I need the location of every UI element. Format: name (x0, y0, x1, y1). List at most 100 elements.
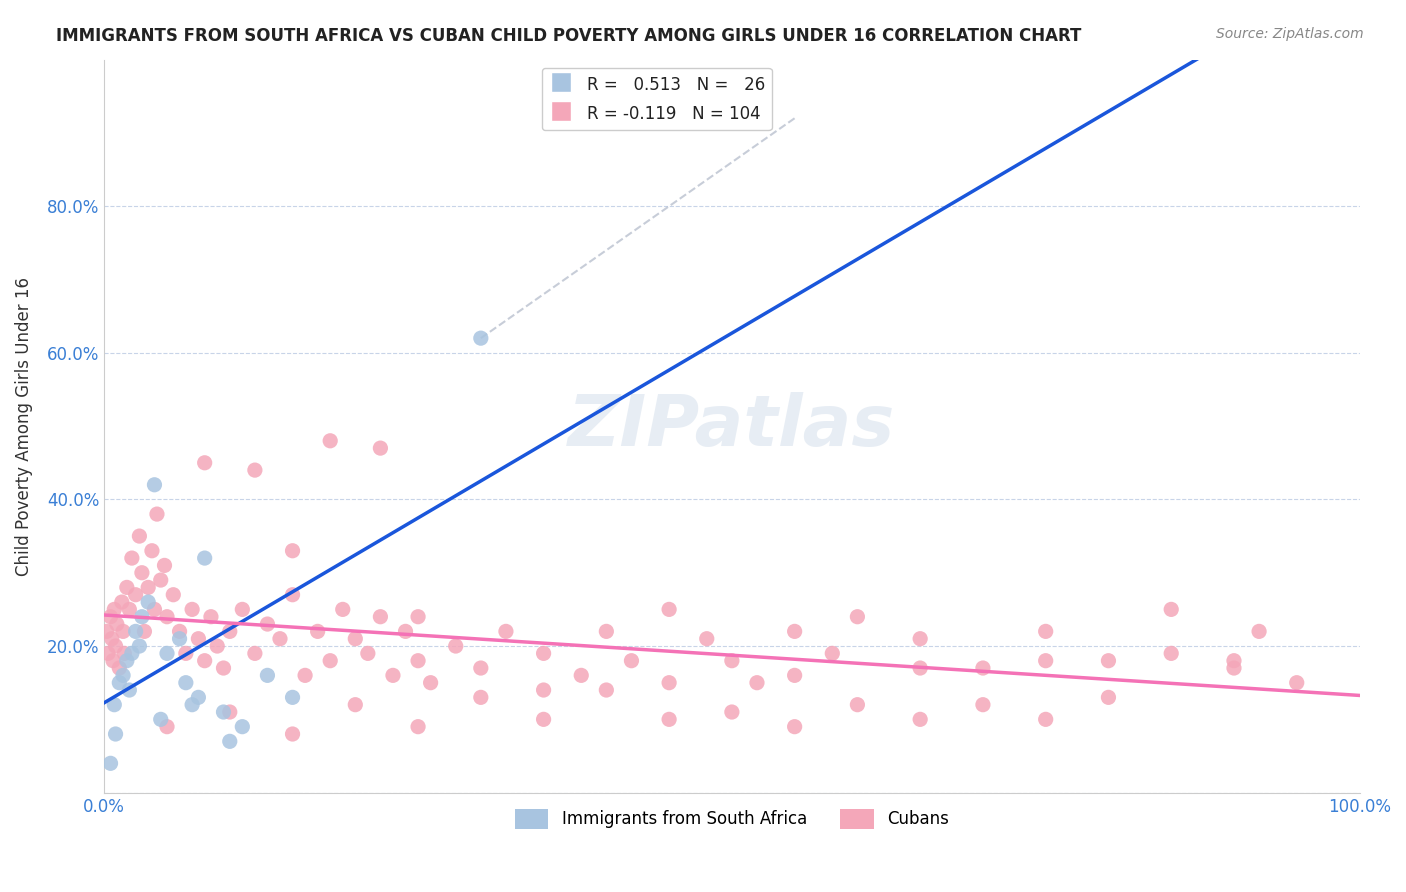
Point (595, 683, 617, 698)
Point (156, 720, 179, 734)
Point (149, 573, 172, 587)
Point (658, 675, 681, 690)
Point (495, 624, 517, 639)
Point (101, 654, 124, 668)
Point (200, 609, 222, 624)
Point (146, 507, 169, 521)
Point (103, 602, 125, 616)
Point (595, 624, 617, 639)
Point (97, 646, 120, 660)
Point (169, 632, 191, 646)
Point (307, 624, 329, 639)
Point (721, 705, 744, 719)
Point (118, 683, 141, 698)
Point (394, 624, 416, 639)
Point (121, 551, 143, 566)
Point (156, 646, 179, 660)
Point (124, 624, 146, 639)
Point (908, 712, 931, 726)
Point (783, 668, 806, 682)
Point (194, 551, 217, 566)
Point (370, 441, 392, 455)
Point (357, 646, 380, 660)
Point (101, 632, 124, 646)
Point (103, 698, 125, 712)
Point (1097, 690, 1119, 705)
Text: Source: ZipAtlas.com: Source: ZipAtlas.com (1216, 27, 1364, 41)
Point (243, 463, 266, 477)
Point (131, 609, 153, 624)
Point (212, 705, 235, 719)
Point (1035, 624, 1057, 639)
Point (134, 624, 156, 639)
Point (294, 668, 316, 682)
Point (181, 698, 204, 712)
Point (470, 661, 492, 675)
Point (381, 668, 404, 682)
Point (1035, 712, 1057, 726)
Point (136, 595, 159, 609)
Point (721, 654, 744, 668)
Point (194, 654, 217, 668)
Point (96, 624, 118, 639)
Point (658, 712, 681, 726)
Point (319, 654, 342, 668)
Point (104, 639, 127, 653)
Point (231, 602, 253, 616)
Point (212, 661, 235, 675)
Point (143, 477, 166, 491)
Text: ZIPatlas: ZIPatlas (568, 392, 896, 460)
Point (620, 654, 643, 668)
Point (194, 456, 217, 470)
Point (332, 602, 354, 616)
Point (218, 734, 240, 748)
Point (187, 690, 209, 705)
Point (112, 624, 135, 639)
Point (162, 588, 184, 602)
Point (141, 543, 163, 558)
Point (205, 639, 228, 653)
Point (696, 632, 718, 646)
Point (908, 661, 931, 675)
Point (115, 654, 138, 668)
Point (783, 624, 806, 639)
Point (533, 712, 555, 726)
Point (121, 646, 143, 660)
Point (149, 712, 172, 726)
Point (406, 609, 429, 624)
Point (174, 646, 197, 660)
Point (111, 595, 134, 609)
Point (319, 434, 342, 448)
Point (156, 609, 179, 624)
Point (470, 690, 492, 705)
Point (153, 558, 176, 573)
Point (370, 609, 392, 624)
Point (115, 581, 138, 595)
Point (1285, 675, 1308, 690)
Point (658, 602, 681, 616)
Point (406, 720, 429, 734)
Point (533, 646, 555, 660)
Point (243, 646, 266, 660)
Point (256, 617, 278, 632)
Point (169, 624, 191, 639)
Point (231, 720, 253, 734)
Point (745, 675, 768, 690)
Point (846, 609, 869, 624)
Point (1160, 602, 1182, 616)
Point (100, 756, 122, 771)
Point (218, 624, 240, 639)
Point (281, 727, 304, 741)
Point (406, 654, 429, 668)
Point (908, 632, 931, 646)
Point (174, 675, 197, 690)
Point (783, 720, 806, 734)
Point (569, 668, 592, 682)
Point (112, 668, 135, 682)
Point (218, 705, 240, 719)
Point (187, 632, 209, 646)
Point (128, 529, 150, 543)
Point (112, 646, 135, 660)
Point (344, 632, 367, 646)
Y-axis label: Child Poverty Among Girls Under 16: Child Poverty Among Girls Under 16 (15, 277, 32, 575)
